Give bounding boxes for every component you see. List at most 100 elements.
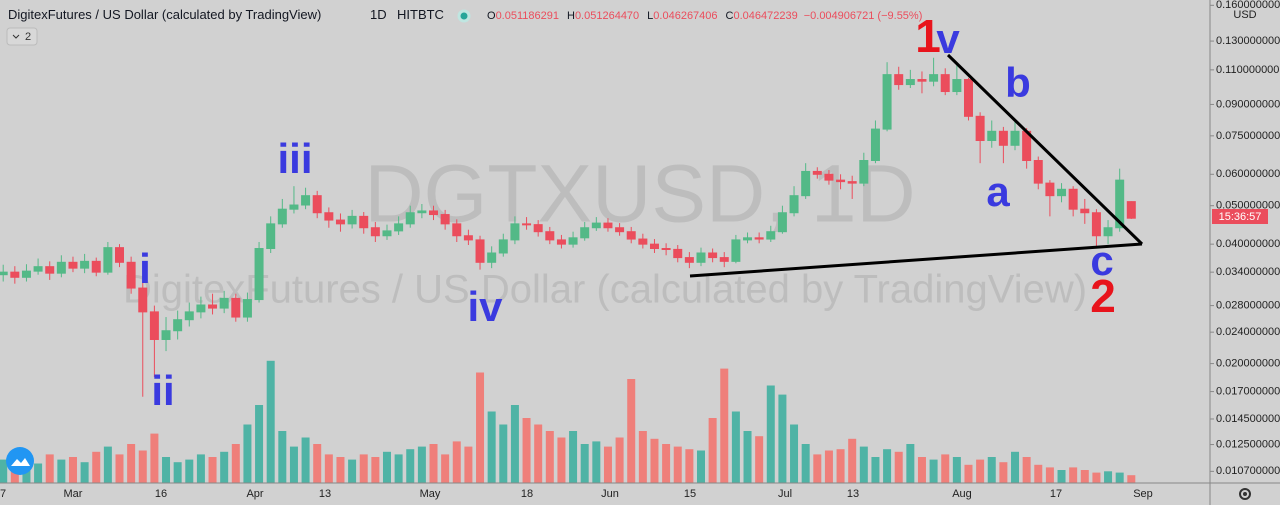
volume-bar <box>883 449 892 483</box>
volume-bar <box>976 459 985 483</box>
candle-body <box>591 222 601 229</box>
volume-bar <box>929 459 938 483</box>
volume-bar <box>80 462 89 483</box>
candle-body <box>440 214 450 225</box>
x-tick-label: Mar <box>64 488 83 500</box>
volume-bar <box>394 454 403 483</box>
wave-label: c <box>1090 237 1113 284</box>
candle-body <box>1057 188 1067 197</box>
candle-body <box>789 195 799 214</box>
candle-body <box>719 257 729 262</box>
volume-bar <box>1011 451 1020 483</box>
series-toggle[interactable] <box>6 27 38 46</box>
candle-body <box>173 319 183 332</box>
candle-body <box>1033 160 1043 184</box>
wave-label: iv <box>467 283 503 330</box>
volume-bar <box>894 451 903 483</box>
candle-body <box>568 237 578 245</box>
candle-body <box>417 210 427 214</box>
candle-body <box>1115 179 1125 229</box>
volume-bar <box>138 450 147 483</box>
candle-body <box>708 252 718 259</box>
price-axis <box>1210 0 1280 505</box>
header: DigitexFutures / US Dollar (calculated b… <box>8 7 444 22</box>
candle-body <box>684 257 694 263</box>
candle-body <box>603 222 613 229</box>
candle-body <box>208 304 218 309</box>
candle-body <box>510 223 520 241</box>
volume-bar <box>196 454 205 483</box>
volume-bar <box>324 454 333 483</box>
volume-bar <box>162 457 171 483</box>
settings-icon[interactable] <box>1239 488 1251 500</box>
volume-bar <box>824 450 833 483</box>
volume-bar <box>964 464 973 483</box>
volume-bar <box>150 433 159 483</box>
volume-bar <box>522 418 531 483</box>
volume-bar <box>534 424 543 483</box>
candle-body <box>812 170 822 175</box>
candle-body <box>987 130 997 142</box>
logo[interactable] <box>6 447 34 475</box>
x-tick-label: Jun <box>601 488 619 500</box>
candle-body <box>242 299 252 318</box>
volume-bar <box>627 379 636 483</box>
volume-bar <box>499 424 508 483</box>
volume-bar <box>452 441 461 483</box>
watermark-symbol: DGTXUSD, 1D <box>364 149 915 240</box>
y-tick-label: 0.020000000 <box>1216 357 1280 369</box>
y-tick-label: 0.075000000 <box>1216 130 1280 142</box>
candle-body <box>917 79 927 82</box>
volume-bar <box>569 431 578 483</box>
volume-bar <box>429 444 438 483</box>
volume-bar <box>545 431 554 483</box>
volume-bar <box>359 454 368 483</box>
volume-bar <box>859 446 868 483</box>
ohlc-value: 0.051264470 <box>575 10 639 22</box>
candle-body <box>1080 208 1090 214</box>
volume-bar <box>68 457 77 483</box>
candle-body <box>754 237 764 240</box>
candle-body <box>289 204 299 210</box>
volume-bar <box>906 444 915 483</box>
x-tick-label: Jul <box>778 488 792 500</box>
y-axis: 0.160000000 0.130000000 0.110000000 0.09000… <box>1210 0 1280 477</box>
volume-bar <box>34 463 43 483</box>
candle-body <box>115 247 124 263</box>
volume-bar <box>208 457 217 483</box>
wave-label: ii <box>151 367 174 414</box>
volume-bar <box>243 424 252 483</box>
ohlc: O0.051186291 H0.051264470 L0.046267406 C0.0… <box>487 10 922 22</box>
candle-body <box>266 223 276 250</box>
status-dot <box>457 9 471 23</box>
candle-body <box>80 260 90 269</box>
ohlc-label: H <box>567 10 575 22</box>
candle-body <box>766 231 776 240</box>
candle-body <box>882 74 892 130</box>
volume-bar <box>266 360 275 483</box>
volume-bar <box>231 444 240 483</box>
x-tick-label: 17 <box>1050 488 1062 500</box>
trend-line <box>689 242 1143 278</box>
volume-bar <box>10 467 19 483</box>
volume-bar <box>336 457 345 483</box>
symbol: DigitexFutures / US Dollar (calculated b… <box>8 7 321 22</box>
volume-bar <box>743 431 752 483</box>
candle-body <box>1091 212 1101 237</box>
candle-body <box>394 223 404 232</box>
volume-bar <box>348 459 357 483</box>
candle-body <box>126 261 136 289</box>
volume-bar <box>1115 472 1124 483</box>
interval: 1D <box>370 7 387 22</box>
x-tick-label: 13 <box>847 488 859 500</box>
candle-body <box>312 195 322 214</box>
candle-body <box>696 252 706 263</box>
candle-body <box>335 219 345 225</box>
series-count: 2 <box>25 31 31 43</box>
wave-label: a <box>986 168 1010 215</box>
volume-bar <box>417 446 426 483</box>
volume-bar <box>464 446 473 483</box>
